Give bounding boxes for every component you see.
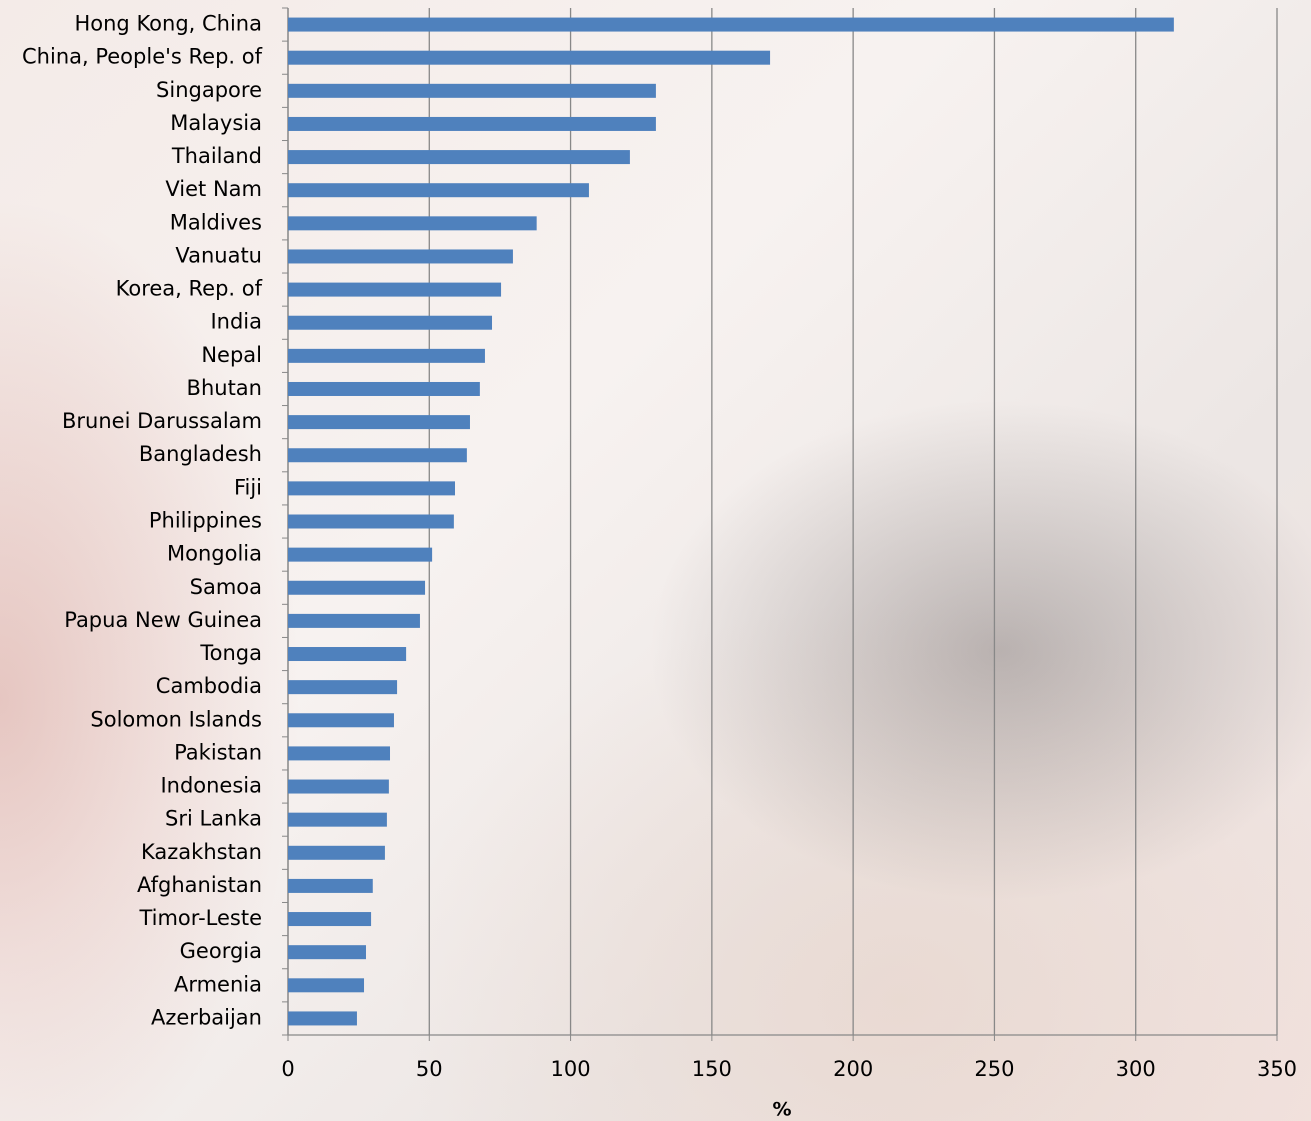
y-tick-label: Papua New Guinea	[64, 608, 262, 632]
bar	[288, 547, 433, 562]
y-tick-label: Indonesia	[160, 774, 262, 798]
y-tick-label: Sri Lanka	[165, 807, 262, 831]
y-tick-label: Maldives	[170, 210, 262, 234]
y-tick-label: Afghanistan	[137, 873, 262, 897]
y-tick-label: Bangladesh	[139, 442, 262, 466]
y-tick-label: Singapore	[156, 78, 262, 102]
bar	[288, 183, 589, 198]
x-tick-label: 250	[974, 1057, 1014, 1081]
x-tick-label: 0	[281, 1057, 294, 1081]
y-tick-label: Georgia	[180, 939, 262, 963]
x-tick-label: 50	[416, 1057, 443, 1081]
bar	[288, 150, 630, 165]
y-tick-label: Pakistan	[174, 740, 262, 764]
bar	[288, 514, 454, 529]
y-tick-label: India	[210, 310, 262, 334]
bar	[288, 912, 372, 927]
bar	[288, 647, 407, 662]
y-tick-label: Tonga	[199, 641, 262, 665]
x-tick-label: 100	[551, 1057, 591, 1081]
bar	[288, 116, 656, 131]
bar	[288, 1011, 357, 1026]
y-tick-label: Brunei Darussalam	[62, 409, 262, 433]
y-tick-label: Kazakhstan	[141, 840, 262, 864]
bar	[288, 348, 485, 363]
bar	[288, 83, 656, 98]
x-tick-label: 200	[833, 1057, 873, 1081]
y-tick-label: Thailand	[171, 144, 262, 168]
bar	[288, 17, 1174, 32]
bar	[288, 415, 470, 430]
bar	[288, 978, 365, 993]
y-tick-label: Viet Nam	[165, 177, 262, 201]
y-tick-label: Timor-Leste	[138, 906, 262, 930]
y-tick-label: Korea, Rep. of	[116, 277, 263, 301]
bar	[288, 779, 389, 794]
bar	[288, 878, 373, 893]
x-tick-label: 300	[1116, 1057, 1156, 1081]
x-axis-label: %	[772, 1099, 791, 1121]
x-tick-label: 150	[692, 1057, 732, 1081]
bar	[288, 315, 493, 330]
y-tick-label: Cambodia	[156, 674, 262, 698]
y-tick-label: Bhutan	[187, 376, 262, 400]
y-tick-label: Azerbaijan	[151, 1005, 262, 1029]
bar	[288, 746, 391, 761]
bar	[288, 282, 502, 297]
bar	[288, 216, 537, 231]
bar	[288, 448, 467, 463]
y-tick-label: Armenia	[174, 972, 262, 996]
bar	[288, 481, 455, 496]
y-tick-label: Philippines	[149, 509, 262, 533]
bar	[288, 50, 771, 65]
bar	[288, 945, 366, 960]
bar	[288, 613, 420, 628]
y-tick-label: Samoa	[190, 575, 262, 599]
bar	[288, 680, 398, 695]
y-tick-label: Nepal	[201, 343, 262, 367]
bar	[288, 580, 426, 595]
bar	[288, 812, 387, 827]
y-tick-label: Mongolia	[167, 542, 262, 566]
bar	[288, 249, 513, 264]
y-tick-label: Vanuatu	[175, 243, 262, 267]
x-tick-label: 350	[1257, 1057, 1297, 1081]
y-tick-label: Solomon Islands	[90, 707, 262, 731]
bar	[288, 381, 480, 396]
y-tick-label: Fiji	[234, 475, 262, 499]
bar	[288, 713, 394, 728]
y-tick-label: China, People's Rep. of	[22, 45, 263, 69]
y-tick-label: Hong Kong, China	[74, 12, 262, 36]
bar	[288, 845, 385, 860]
y-tick-label: Malaysia	[170, 111, 262, 135]
